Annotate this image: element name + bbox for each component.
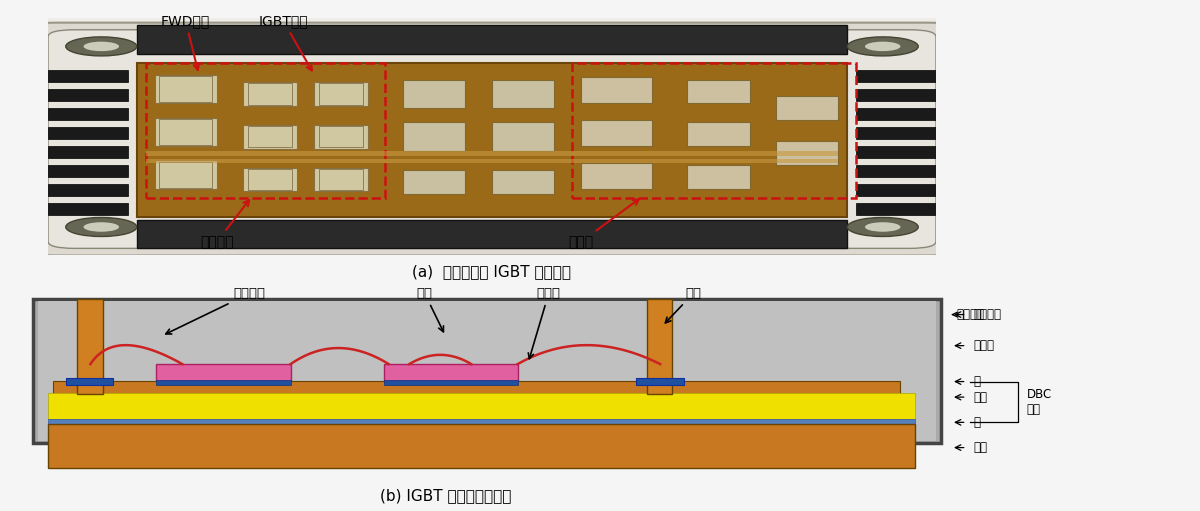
Bar <box>48 393 916 420</box>
Text: 塑料外壳: 塑料外壳 <box>953 308 984 321</box>
Text: 焊料层: 焊料层 <box>528 287 560 359</box>
Bar <box>137 63 847 218</box>
Bar <box>248 83 293 105</box>
Bar <box>314 82 367 106</box>
Text: 陶瓷: 陶瓷 <box>974 390 988 404</box>
Bar <box>248 169 293 190</box>
Bar <box>156 380 290 385</box>
FancyBboxPatch shape <box>48 30 936 248</box>
Bar <box>145 63 385 198</box>
Bar <box>48 419 916 424</box>
Bar <box>403 80 466 108</box>
Bar <box>492 123 554 151</box>
Bar <box>38 301 936 441</box>
Text: 硅凝胶: 硅凝胶 <box>974 339 995 352</box>
Bar <box>158 76 212 102</box>
Bar <box>48 184 128 196</box>
Bar <box>145 151 839 156</box>
Bar <box>32 299 941 443</box>
Bar <box>48 203 128 215</box>
Bar <box>53 381 900 394</box>
Bar <box>856 146 936 158</box>
Bar <box>244 125 296 149</box>
Bar <box>776 96 839 120</box>
Bar <box>155 160 217 189</box>
Bar <box>403 170 466 194</box>
Text: (b) IGBT 模块截面示意图: (b) IGBT 模块截面示意图 <box>379 488 511 503</box>
Bar <box>688 123 750 146</box>
Text: IGBT芯片: IGBT芯片 <box>258 14 312 71</box>
Bar <box>137 25 847 54</box>
Bar <box>48 70 128 82</box>
Bar <box>647 299 672 394</box>
Bar <box>244 168 296 191</box>
Bar <box>158 161 212 188</box>
Bar <box>48 108 128 120</box>
Bar <box>856 70 936 82</box>
Bar <box>319 169 364 190</box>
Text: 芯片: 芯片 <box>416 287 444 332</box>
Circle shape <box>847 218 918 237</box>
Bar <box>314 125 367 149</box>
Bar <box>581 163 652 189</box>
Circle shape <box>66 37 137 56</box>
Bar <box>248 126 293 147</box>
Bar <box>48 146 128 158</box>
Bar <box>688 80 750 103</box>
Circle shape <box>847 37 918 56</box>
Text: FWD芯片: FWD芯片 <box>161 14 210 70</box>
Bar <box>48 424 916 468</box>
Bar <box>66 378 113 385</box>
Bar <box>856 127 936 139</box>
Bar <box>688 165 750 189</box>
Bar <box>856 203 936 215</box>
Text: 铜: 铜 <box>974 375 980 388</box>
Bar <box>319 83 364 105</box>
Text: 整流桥: 整流桥 <box>569 199 638 249</box>
Text: 键合引线: 键合引线 <box>166 287 265 334</box>
Bar <box>492 170 554 194</box>
Text: 铜: 铜 <box>974 416 980 429</box>
Text: 底板: 底板 <box>974 441 988 454</box>
Bar <box>244 82 296 106</box>
Bar <box>155 75 217 103</box>
Bar <box>856 184 936 196</box>
Bar <box>776 142 839 165</box>
Text: (a)  去除上盖的 IGBT 模块实图: (a) 去除上盖的 IGBT 模块实图 <box>413 264 571 280</box>
Bar <box>145 158 839 163</box>
Bar <box>48 165 128 177</box>
Bar <box>856 165 936 177</box>
Bar <box>403 123 466 151</box>
Bar <box>48 127 128 139</box>
Bar <box>156 364 290 381</box>
Bar <box>77 299 103 394</box>
Bar <box>48 89 128 101</box>
Circle shape <box>865 222 900 231</box>
Text: DBC
基板: DBC 基板 <box>1026 388 1051 416</box>
Bar <box>581 77 652 103</box>
Text: 塑料外壳: 塑料外壳 <box>974 308 1002 321</box>
Bar <box>155 118 217 146</box>
Bar <box>581 120 652 146</box>
Bar <box>158 119 212 145</box>
Bar <box>492 80 554 108</box>
Circle shape <box>84 41 119 51</box>
Bar <box>384 364 517 381</box>
Bar <box>384 380 517 385</box>
Text: 热敏电阻: 热敏电阻 <box>200 200 250 249</box>
Bar <box>856 89 936 101</box>
Text: 母线: 母线 <box>665 287 701 323</box>
Bar <box>856 108 936 120</box>
Circle shape <box>84 222 119 231</box>
Circle shape <box>66 218 137 237</box>
Bar <box>572 63 856 198</box>
Circle shape <box>865 41 900 51</box>
Bar <box>319 126 364 147</box>
FancyBboxPatch shape <box>22 22 962 256</box>
Bar <box>314 168 367 191</box>
Bar <box>636 378 684 385</box>
Bar <box>137 220 847 248</box>
